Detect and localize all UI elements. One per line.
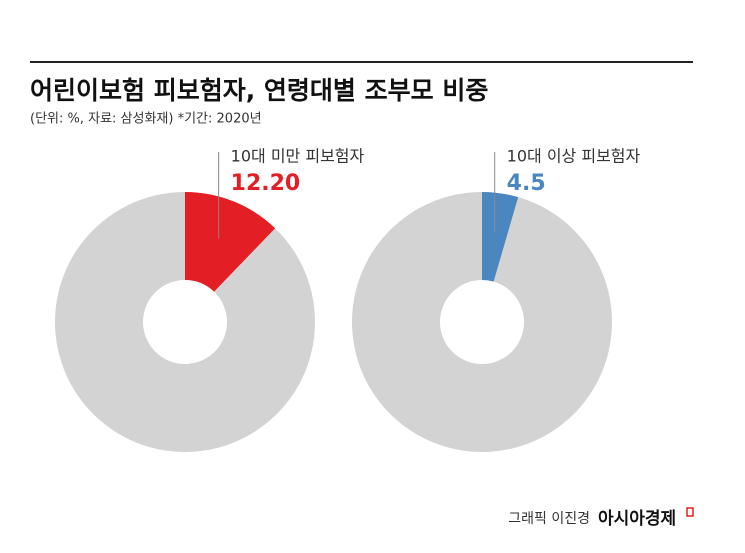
subtitle: (단위: %, 자료: 삼성화재) *기간: 2020년 [30,112,262,127]
pie-slice [352,192,613,452]
chart-title: 어린이보험 피보험자, 연령대별 조부모 비중 [30,76,488,105]
slice-label: 10대 미만 피보험자 [231,147,365,166]
logo: 아시아경제 [598,509,676,529]
credit: 그래픽 이진경 [508,511,590,527]
value-label: 12.20 [231,171,301,196]
pie-slice [185,192,276,292]
pie-slice [54,192,316,452]
logo-icon [686,507,694,517]
value-label: 4.5 [507,171,546,196]
pie-slice [482,192,519,282]
slice-label: 10대 이상 피보험자 [507,147,641,166]
